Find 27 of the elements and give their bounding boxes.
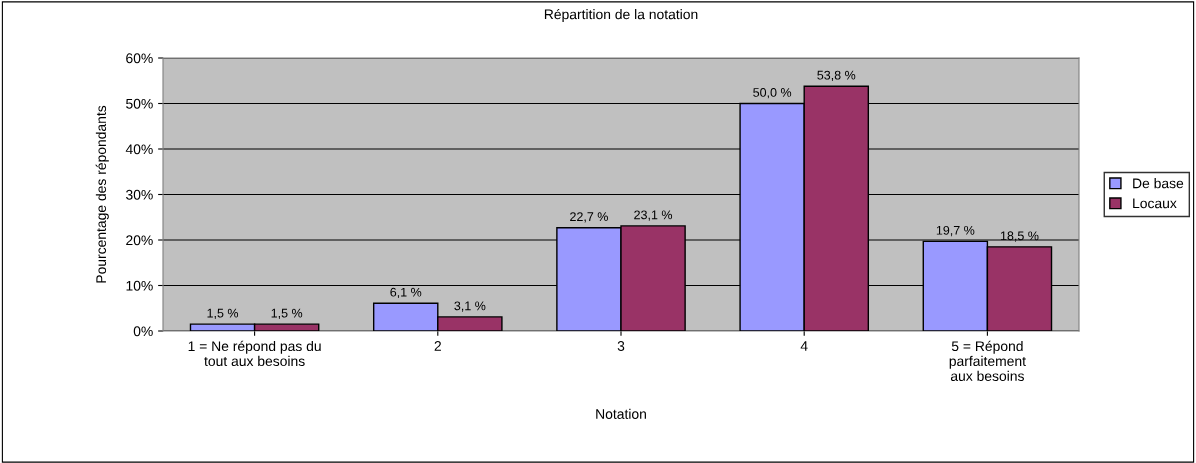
chart-title: Répartition de la notation [544,8,698,22]
data-label: 53,8 % [817,70,856,82]
data-label: 1,5 % [271,308,303,320]
data-label: 18,5 % [1000,231,1039,242]
x-axis-title: Notation [596,408,646,419]
data-label: 1,5 % [207,308,239,320]
x-tick-label: 5 = Répond parfaitement aux besoins [949,340,1026,382]
y-tick-label: 10% [126,280,153,291]
legend-label: De base [1133,178,1184,189]
x-tick-label: 3 [617,341,625,351]
y-tick-label: 50% [126,98,153,109]
legend-label: Locaux [1133,198,1177,209]
y-tick-label: 20% [126,235,153,246]
x-tick-label: 2 [434,341,441,351]
x-tick-label: 1 = Ne répond pas du tout aux besoins [188,340,321,367]
y-tick-label: 0% [133,326,153,337]
y-tick-label: 40% [125,144,153,155]
y-axis-title: Pourcentage des répondants [95,105,109,283]
x-tick-label: 4 [800,341,808,351]
data-label: 22,7 % [570,212,608,223]
data-label: 19,7 % [936,225,975,237]
y-tick-label: 60% [126,53,153,64]
data-label: 3,1 % [454,301,486,312]
data-label: 50,0 % [753,88,792,99]
data-label: 6,1 % [390,287,422,299]
data-label: 23,1 % [634,210,673,221]
y-tick-label: 30% [126,189,153,200]
